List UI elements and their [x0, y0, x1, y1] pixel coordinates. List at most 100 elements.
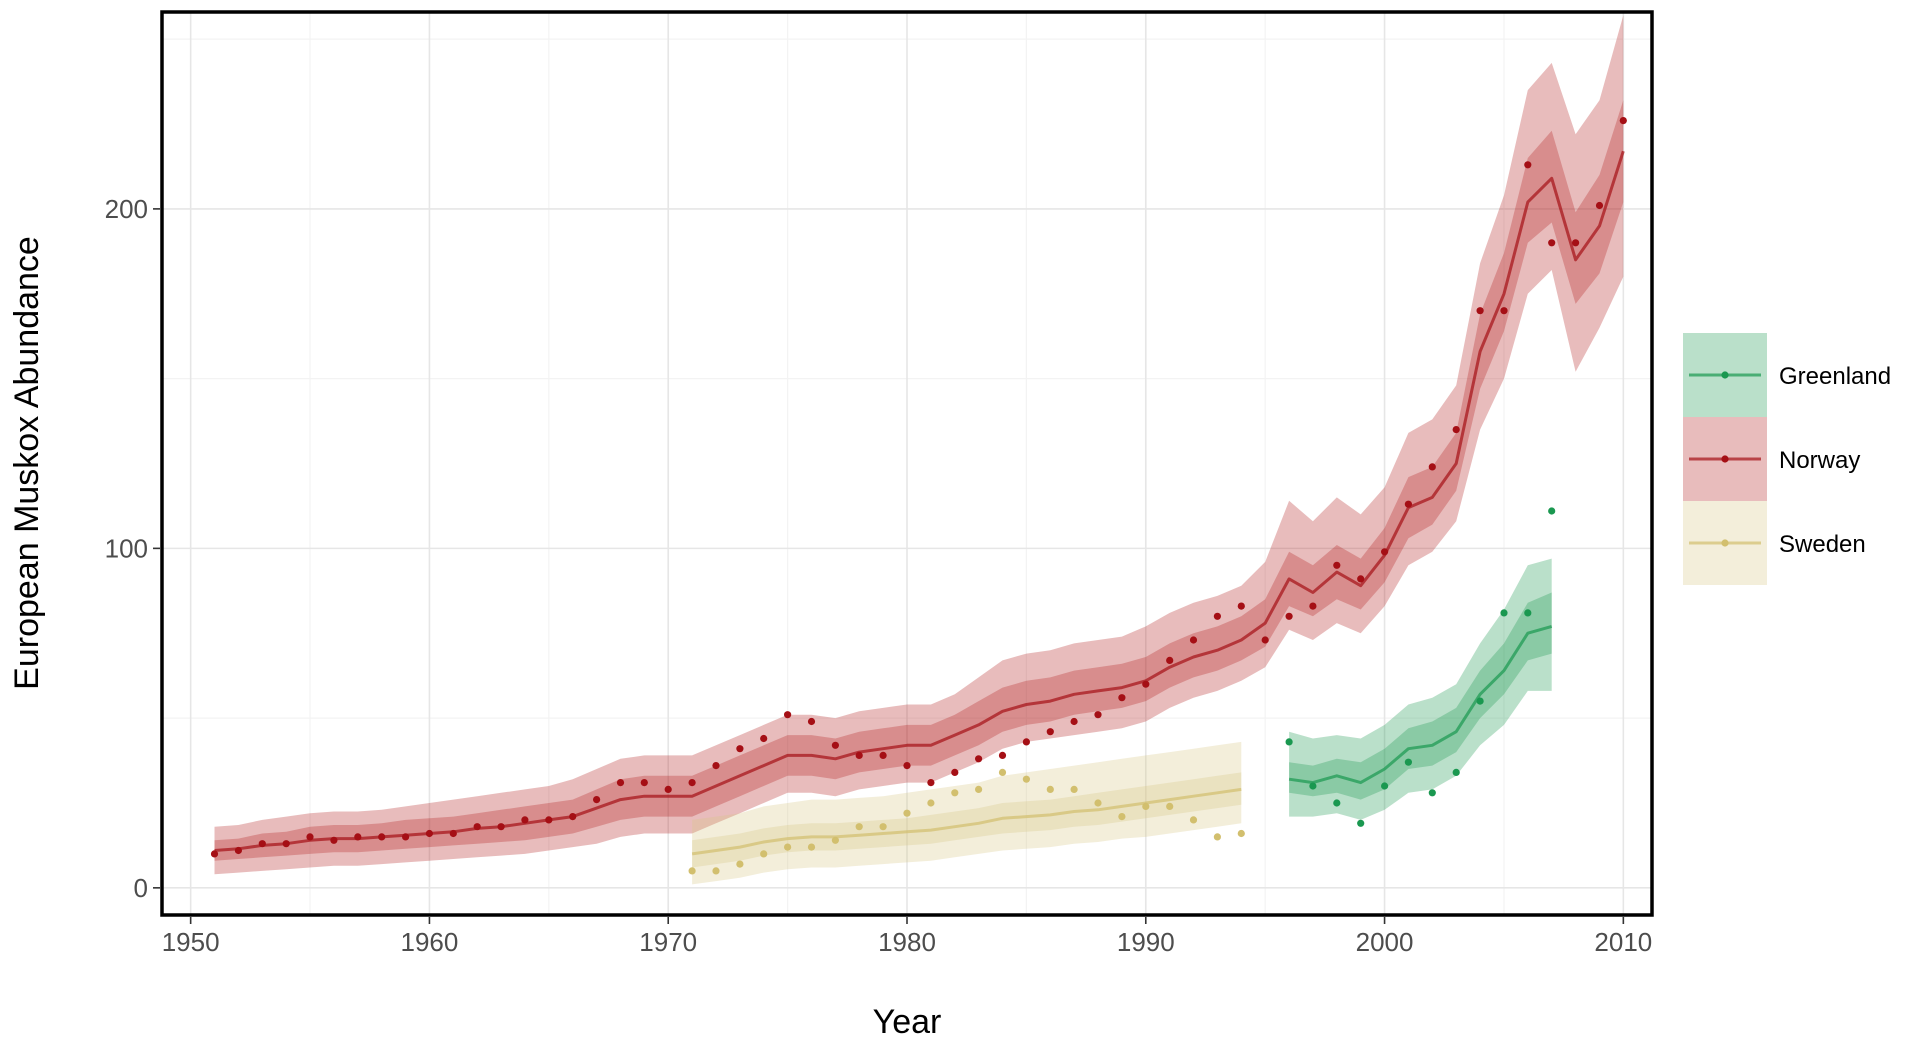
observed-point-norway	[1619, 117, 1627, 125]
observed-point-sweden	[975, 785, 983, 794]
observed-point-greenland	[1404, 758, 1412, 766]
observed-point-norway	[736, 745, 744, 753]
observed-point-norway	[807, 717, 816, 726]
observed-point-norway	[688, 779, 696, 787]
legend-item-norway: Norway	[1683, 417, 1860, 501]
y-axis-title: European Muskox Abundance	[8, 236, 46, 690]
observed-point-norway	[545, 816, 553, 824]
observed-point-norway	[1452, 426, 1460, 434]
x-tick-label: 1980	[878, 927, 936, 957]
observed-point-norway	[1428, 463, 1436, 471]
observed-point-norway	[1500, 307, 1508, 315]
observed-point-norway	[497, 823, 505, 831]
series-norway	[210, 15, 1627, 875]
observed-point-sweden	[1046, 785, 1054, 794]
x-tick-label: 2000	[1356, 927, 1414, 957]
observed-point-sweden	[855, 823, 863, 831]
grid-lines	[162, 12, 1652, 915]
observed-point-norway	[1524, 161, 1532, 169]
observed-point-norway	[1237, 602, 1245, 610]
observed-point-sweden	[807, 843, 816, 851]
observed-point-norway	[784, 711, 792, 719]
observed-point-norway	[1357, 575, 1365, 583]
observed-point-norway	[330, 836, 338, 844]
observed-point-norway	[282, 840, 290, 848]
observed-point-norway	[831, 741, 840, 749]
observed-point-greenland	[1428, 789, 1436, 797]
observed-point-sweden	[760, 850, 768, 858]
legend-key-point	[1721, 539, 1729, 547]
observed-point-norway	[425, 829, 433, 838]
legend-label-norway: Norway	[1779, 447, 1860, 474]
observed-point-sweden	[927, 799, 935, 807]
observed-point-greenland	[1333, 799, 1341, 807]
observed-point-greenland	[1309, 782, 1317, 790]
observed-point-norway	[616, 779, 625, 787]
observed-point-norway	[1022, 738, 1030, 746]
observed-point-sweden	[784, 843, 792, 851]
outer-band-sweden	[692, 741, 1242, 885]
observed-point-sweden	[1070, 785, 1078, 794]
observed-point-norway	[210, 850, 219, 858]
legend-label-sweden: Sweden	[1779, 531, 1866, 558]
observed-point-sweden	[1213, 833, 1221, 841]
observed-point-norway	[1166, 656, 1174, 665]
observed-point-norway	[1548, 239, 1556, 247]
observed-point-greenland	[1500, 609, 1508, 617]
observed-point-greenland	[1285, 738, 1293, 746]
fitted-line-sweden	[691, 787, 1242, 856]
observed-point-greenland	[1476, 697, 1484, 705]
observed-point-norway	[1070, 717, 1078, 726]
x-tick-label: 1960	[401, 927, 459, 957]
observed-point-sweden	[1166, 802, 1174, 811]
observed-point-norway	[521, 816, 529, 824]
legend-item-sweden: Sweden	[1683, 501, 1866, 585]
x-axis-title: Year	[873, 1003, 942, 1041]
observed-point-norway	[378, 833, 386, 841]
legend-key-point	[1721, 371, 1729, 379]
observed-point-norway	[1142, 680, 1150, 688]
observed-point-sweden	[688, 867, 696, 875]
observed-point-norway	[402, 833, 410, 841]
observed-point-norway	[1118, 694, 1126, 702]
observed-point-sweden	[736, 860, 744, 868]
observed-point-norway	[1381, 548, 1389, 556]
outer-band-greenland	[1289, 558, 1552, 820]
observed-point-norway	[1572, 239, 1580, 247]
observed-point-sweden	[951, 789, 959, 797]
observed-point-sweden	[1094, 799, 1102, 807]
observed-point-norway	[473, 823, 481, 831]
observed-point-norway	[1476, 307, 1484, 315]
observed-point-norway	[855, 751, 863, 760]
observed-point-norway	[1094, 711, 1102, 719]
observed-point-norway	[593, 796, 601, 804]
y-tick-label: 100	[105, 533, 148, 563]
observed-point-norway	[569, 813, 577, 821]
observed-point-sweden	[1118, 813, 1126, 821]
y-tick-label: 200	[105, 194, 148, 224]
observed-point-norway	[1046, 728, 1054, 736]
observed-point-norway	[951, 768, 959, 777]
observed-point-norway	[903, 762, 911, 770]
observed-point-sweden	[1022, 775, 1030, 783]
observed-point-norway	[1213, 612, 1221, 620]
observed-point-norway	[664, 785, 672, 794]
inner-band-sweden	[692, 772, 1242, 868]
fitted-line-norway	[214, 150, 1625, 852]
observed-point-sweden	[903, 809, 911, 817]
plot-border	[160, 10, 1654, 917]
observed-point-norway	[998, 751, 1007, 760]
observed-point-norway	[1404, 500, 1412, 508]
observed-point-sweden	[998, 768, 1007, 777]
observed-point-norway	[354, 833, 362, 841]
observed-point-sweden	[831, 836, 840, 844]
observed-point-greenland	[1548, 507, 1556, 515]
observed-point-norway	[1189, 636, 1198, 644]
series-greenland	[1285, 507, 1556, 827]
observed-point-norway	[1595, 201, 1604, 210]
observed-point-norway	[306, 833, 314, 841]
observed-point-greenland	[1357, 819, 1365, 827]
observed-point-sweden	[712, 867, 720, 875]
observed-point-sweden	[1142, 802, 1150, 811]
